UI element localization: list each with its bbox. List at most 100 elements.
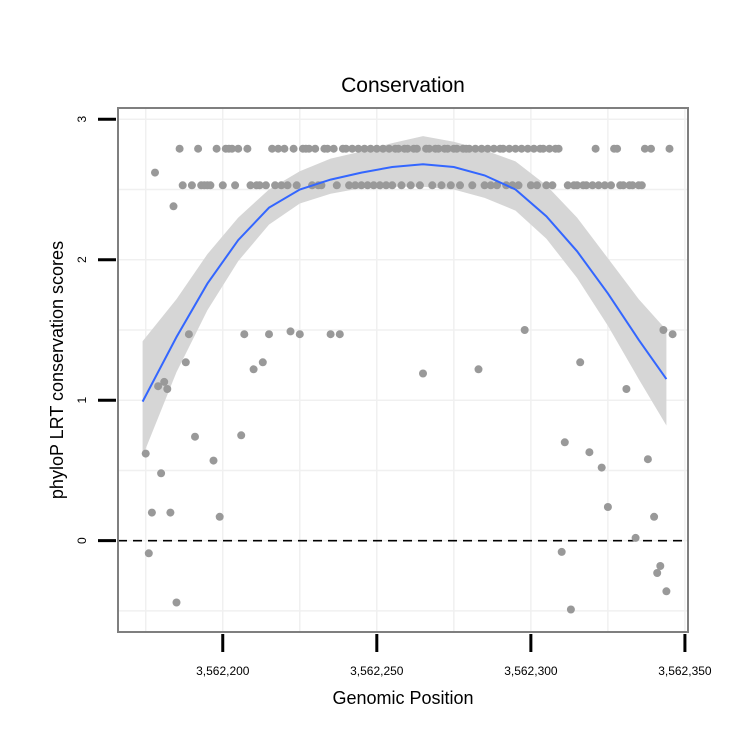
- data-point: [588, 181, 597, 190]
- data-point: [246, 181, 255, 190]
- data-point: [379, 144, 387, 153]
- data-point: [292, 181, 301, 190]
- data-point: [477, 144, 486, 153]
- data-point: [523, 144, 532, 153]
- data-point: [603, 503, 612, 511]
- data-point: [187, 181, 196, 190]
- data-point: [255, 181, 264, 190]
- data-point: [169, 202, 178, 211]
- data-point: [619, 181, 628, 190]
- data-point: [323, 144, 332, 153]
- data-point: [406, 181, 415, 190]
- data-point: [656, 562, 665, 570]
- data-point: [563, 181, 572, 190]
- data-point: [157, 469, 166, 478]
- data-point: [385, 144, 394, 153]
- data-point: [452, 144, 461, 153]
- panel-border: [117, 107, 689, 633]
- data-point: [526, 181, 535, 190]
- data-point: [486, 181, 495, 190]
- data-point: [456, 181, 464, 190]
- data-point: [533, 181, 541, 190]
- x-axis: 3,562,200 3,562,250 3,562,300 3,562,350: [196, 634, 712, 678]
- data-point: [554, 144, 563, 153]
- data-point: [665, 144, 674, 153]
- data-point: [480, 181, 489, 190]
- data-point: [151, 168, 159, 177]
- data-point: [375, 181, 384, 190]
- data-point: [261, 181, 270, 190]
- data-point: [382, 181, 391, 190]
- x-tick-label: 3,562,250: [350, 664, 404, 678]
- data-point: [372, 144, 381, 153]
- data-point: [631, 533, 640, 542]
- data-point: [289, 144, 298, 153]
- data-point: [166, 508, 175, 517]
- data-point: [499, 144, 508, 153]
- data-point: [576, 358, 585, 367]
- data-point: [653, 569, 662, 577]
- smooth-line: [141, 163, 668, 403]
- x-tick-label: 3,562,350: [658, 664, 712, 678]
- data-point: [566, 605, 575, 614]
- data-point: [147, 508, 156, 517]
- data-point: [218, 181, 227, 190]
- data-point: [548, 181, 557, 190]
- data-point: [446, 181, 455, 190]
- data-point: [483, 144, 492, 153]
- data-point: [348, 144, 357, 153]
- data-point: [274, 144, 283, 153]
- data-point: [394, 144, 403, 153]
- data-point: [403, 144, 412, 153]
- data-point: [237, 431, 246, 440]
- data-point: [311, 144, 320, 153]
- data-point: [141, 449, 150, 458]
- data-point: [212, 144, 221, 153]
- y-axis-label: phyloP LRT conservation scores: [47, 241, 67, 499]
- data-point: [434, 144, 443, 153]
- data-point: [397, 181, 406, 190]
- data-point: [511, 144, 520, 153]
- data-point: [437, 181, 446, 190]
- data-point: [468, 181, 477, 190]
- y-tick-label: 3: [75, 116, 89, 123]
- data-point: [175, 144, 184, 153]
- data-point: [305, 144, 313, 153]
- data-point: [600, 181, 609, 190]
- data-point: [582, 181, 591, 190]
- data-point: [573, 181, 582, 190]
- y-axis: 0 1 2 3: [75, 116, 116, 544]
- data-point: [650, 512, 659, 521]
- data-point: [643, 455, 652, 464]
- data-point: [265, 330, 273, 339]
- data-point: [172, 598, 181, 607]
- data-point: [335, 330, 344, 339]
- data-point: [591, 144, 600, 153]
- y-tick-label: 1: [75, 397, 89, 404]
- data-point: [419, 369, 427, 378]
- data-point: [286, 327, 295, 336]
- data-point: [637, 181, 646, 190]
- data-point: [594, 181, 603, 190]
- data-point: [613, 144, 622, 153]
- data-point: [194, 144, 203, 153]
- data-point: [607, 181, 615, 190]
- data-point: [234, 144, 243, 153]
- data-point: [659, 326, 668, 334]
- y-tick-label: 2: [75, 256, 89, 263]
- data-point: [191, 432, 199, 441]
- data-point: [283, 181, 292, 190]
- x-tick-label: 3,562,300: [504, 664, 558, 678]
- data-point: [465, 144, 474, 153]
- data-point: [443, 144, 452, 153]
- x-tick-label: 3,562,200: [196, 664, 250, 678]
- chart-title: Conservation: [341, 74, 465, 97]
- data-point: [249, 365, 258, 374]
- data-point: [505, 144, 514, 153]
- data-point: [215, 512, 224, 521]
- data-point: [231, 181, 240, 190]
- x-axis-label: Genomic Position: [332, 688, 473, 708]
- data-point: [662, 587, 671, 596]
- y-tick-label: 0: [75, 537, 89, 544]
